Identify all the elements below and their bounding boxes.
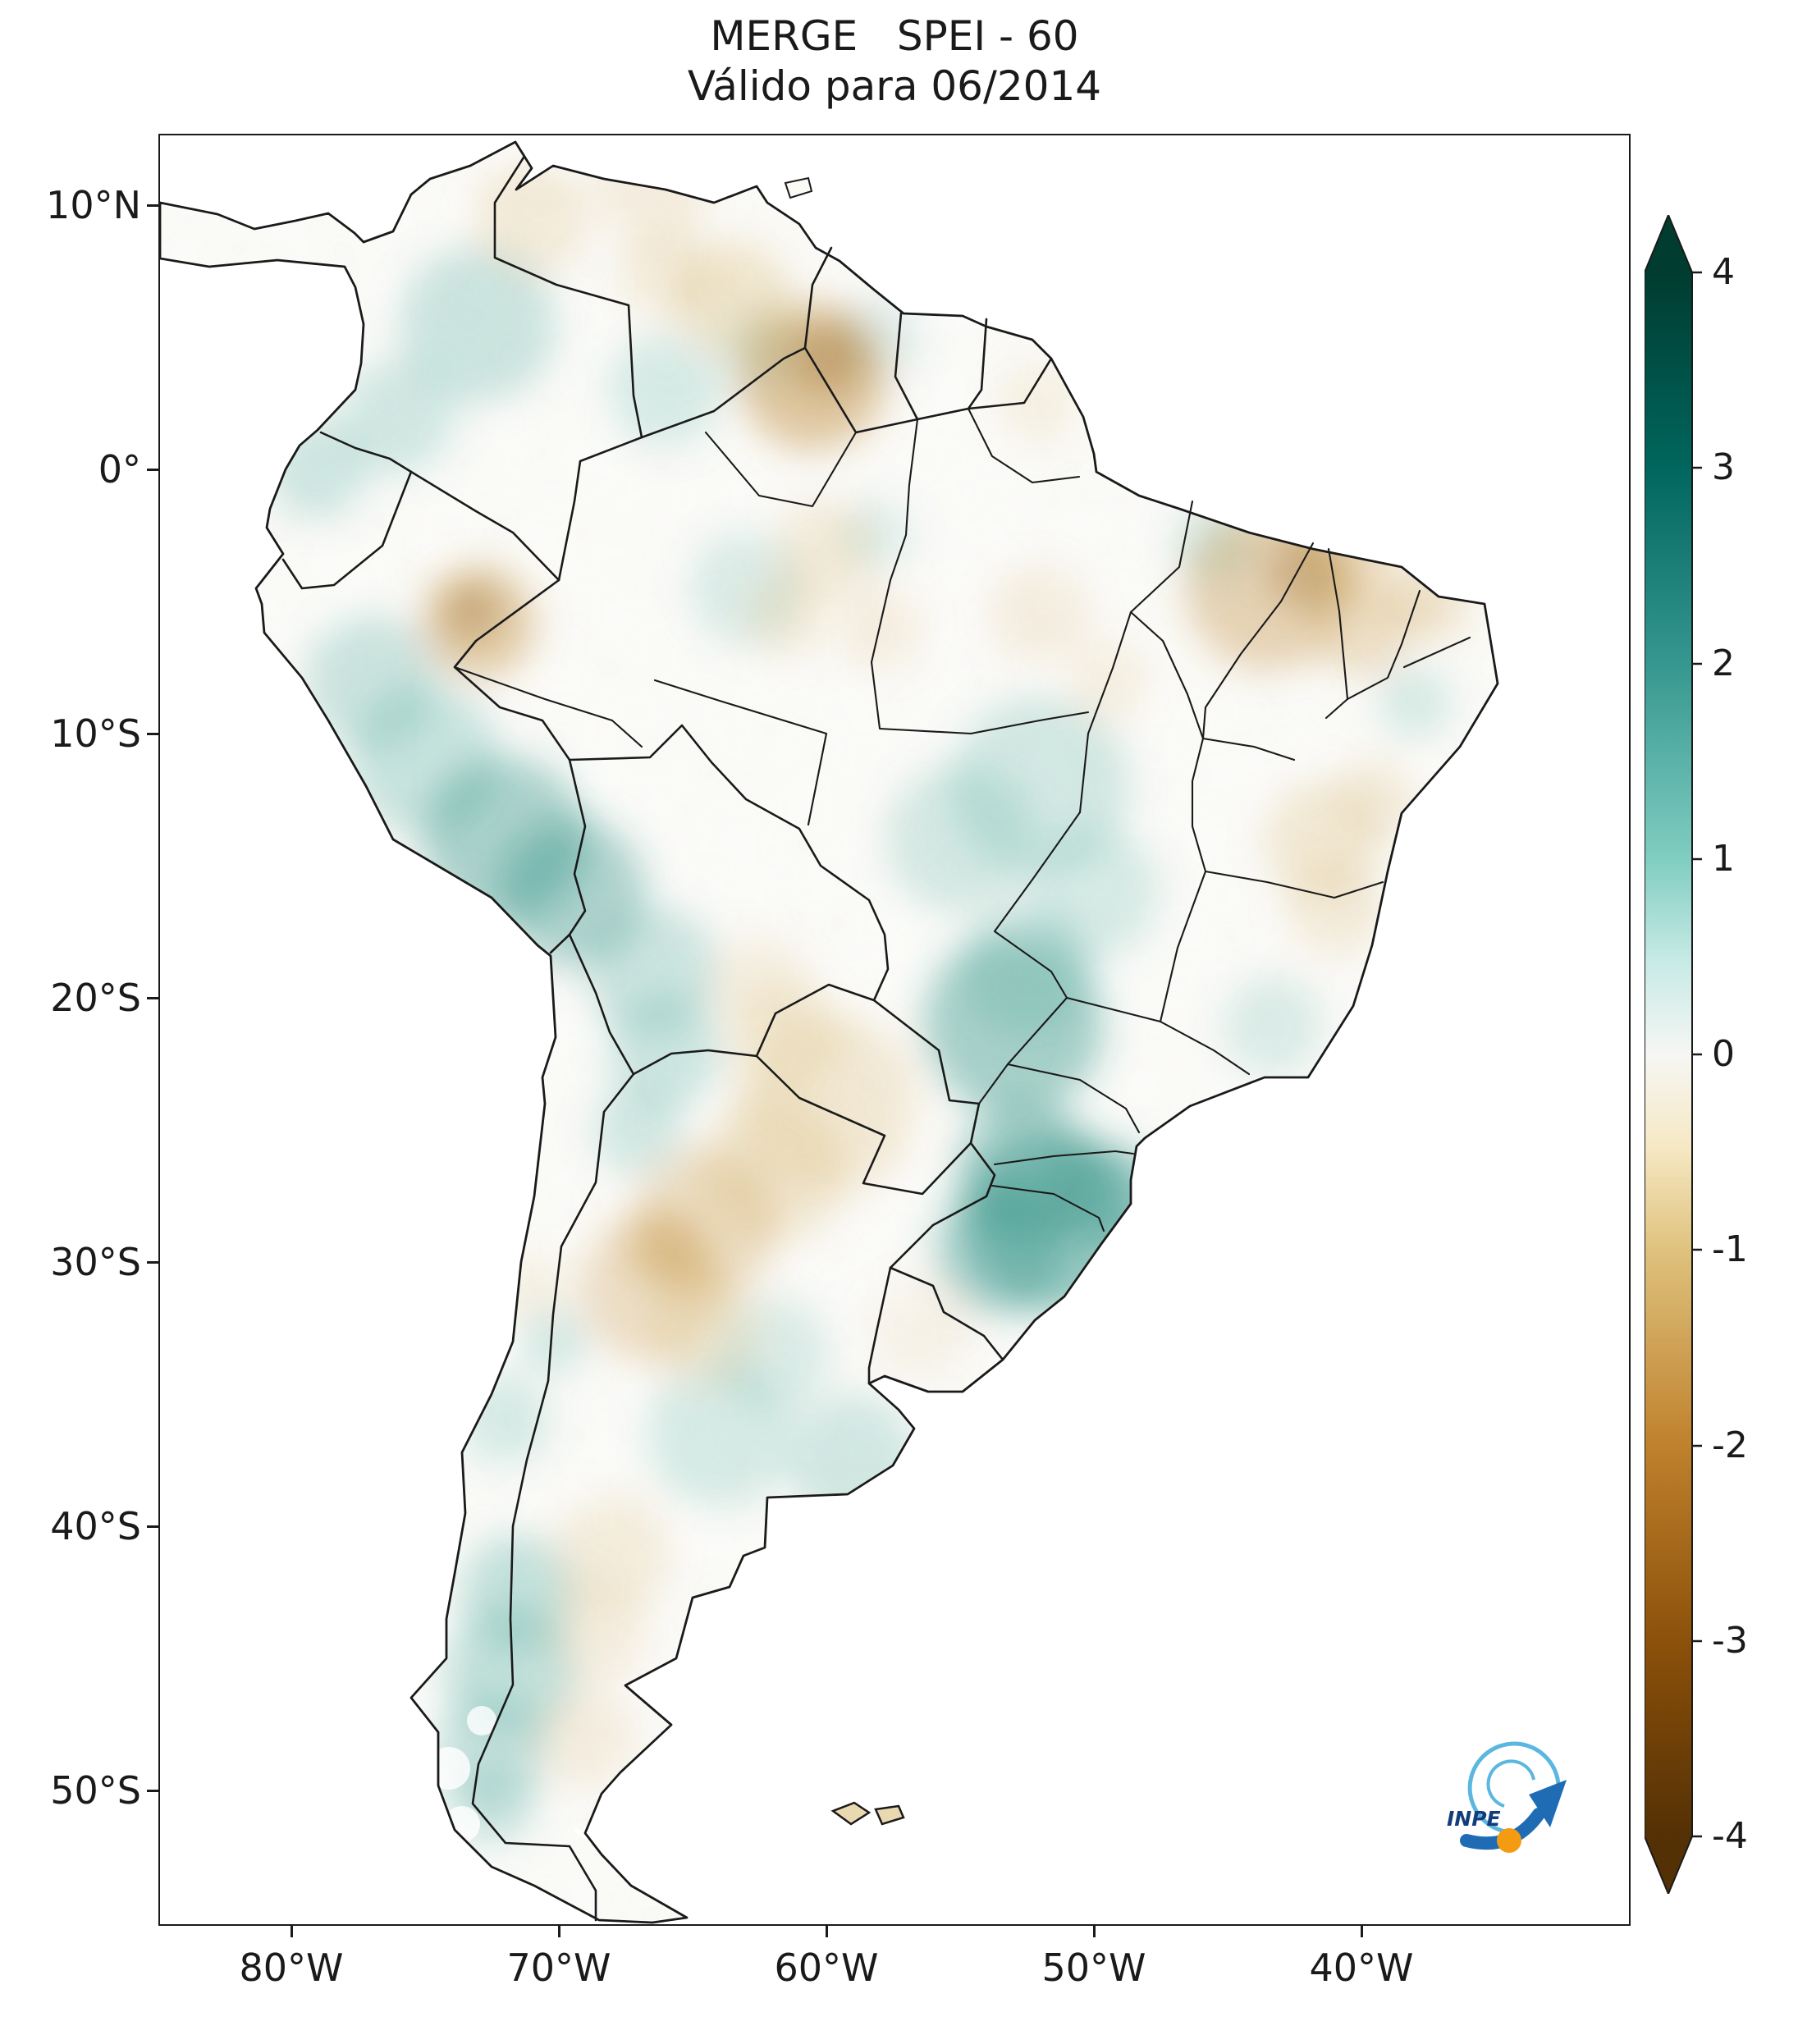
x-tick-label: 60°W bbox=[774, 1946, 879, 1990]
south-america-map bbox=[160, 140, 1499, 1924]
chart-subtitle: Válido para 06/2014 bbox=[687, 62, 1102, 110]
y-tick-mark bbox=[147, 997, 158, 999]
y-tick-mark bbox=[147, 1261, 158, 1264]
magellan-strait bbox=[574, 1828, 696, 1910]
trinidad-island bbox=[784, 176, 813, 199]
colorbar-tick-label: -1 bbox=[1712, 1228, 1748, 1270]
x-tick-label: 70°W bbox=[506, 1946, 611, 1990]
spei-field bbox=[160, 142, 1498, 1923]
colorbar-tick-label: -3 bbox=[1712, 1620, 1748, 1662]
y-tick-mark bbox=[147, 204, 158, 207]
y-tick-mark bbox=[147, 733, 158, 735]
chart-title: MERGE SPEI - 60 bbox=[710, 12, 1079, 60]
inpe-swirl-icon bbox=[1467, 1741, 1561, 1835]
x-tick-mark bbox=[1093, 1926, 1096, 1937]
x-tick-label: 50°W bbox=[1041, 1946, 1146, 1990]
colorbar-tick-marks bbox=[1692, 271, 1702, 1838]
x-tick-mark bbox=[291, 1926, 293, 1937]
y-tick-mark bbox=[147, 1525, 158, 1528]
x-tick-mark bbox=[558, 1926, 560, 1937]
x-tick-mark bbox=[826, 1926, 828, 1937]
y-tick-label: 0° bbox=[98, 447, 141, 492]
y-tick-label: 10°S bbox=[50, 711, 141, 756]
state-borders bbox=[453, 407, 1471, 1232]
inpe-logo: INPE bbox=[1434, 1734, 1590, 1873]
y-tick-mark bbox=[147, 1790, 158, 1792]
noise-texture bbox=[160, 142, 1498, 1923]
colorbar-tick-label: 2 bbox=[1712, 642, 1735, 684]
x-tick-mark bbox=[1361, 1926, 1363, 1937]
y-tick-label: 50°S bbox=[50, 1768, 141, 1813]
colorbar-tick-label: 0 bbox=[1712, 1033, 1735, 1075]
y-tick-mark bbox=[147, 469, 158, 471]
colorbar-tick-label: 4 bbox=[1712, 251, 1735, 293]
x-tick-label: 40°W bbox=[1309, 1946, 1414, 1990]
colorbar-tick-label: 3 bbox=[1712, 446, 1735, 488]
colorbar bbox=[1645, 215, 1702, 1894]
y-tick-label: 30°S bbox=[50, 1240, 141, 1284]
map-plot: INPE bbox=[158, 134, 1631, 1926]
inpe-orange-dot bbox=[1497, 1828, 1521, 1853]
colorbar-gradient bbox=[1645, 215, 1693, 1894]
x-tick-label: 80°W bbox=[239, 1946, 344, 1990]
title-block: MERGE SPEI - 60 Válido para 06/2014 bbox=[158, 11, 1631, 112]
colorbar-tick-label: -2 bbox=[1712, 1424, 1748, 1466]
falkland-island-east bbox=[874, 1804, 905, 1826]
colorbar-tick-label: 1 bbox=[1712, 838, 1735, 880]
falkland-island-west bbox=[830, 1801, 872, 1826]
inpe-logo-text: INPE bbox=[1447, 1807, 1501, 1831]
y-tick-label: 40°S bbox=[50, 1504, 141, 1548]
y-tick-label: 10°N bbox=[46, 183, 141, 227]
colorbar-tick-label: -4 bbox=[1712, 1815, 1748, 1857]
y-tick-label: 20°S bbox=[50, 976, 141, 1020]
